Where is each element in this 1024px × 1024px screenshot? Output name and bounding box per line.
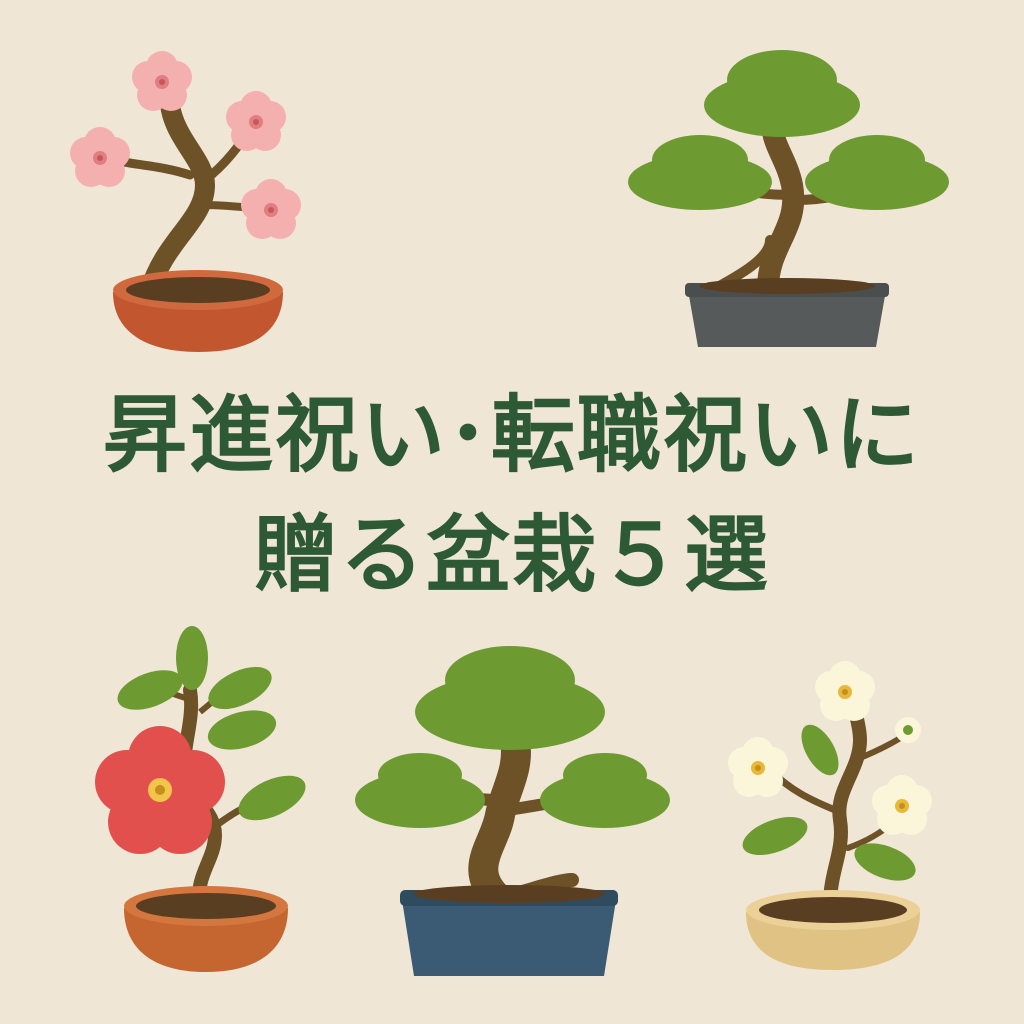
pine-bonsai-icon — [628, 50, 949, 347]
camellia-bonsai-icon — [95, 626, 306, 972]
white-plum-bonsai-icon — [728, 661, 932, 970]
page-title-line-1: 昇進祝い･転職祝いに — [102, 386, 921, 484]
large-pine-bonsai-icon — [355, 646, 670, 976]
page-title-line-2: 贈る盆栽５選 — [253, 506, 770, 604]
cherry-blossom-bonsai-icon — [70, 51, 301, 352]
